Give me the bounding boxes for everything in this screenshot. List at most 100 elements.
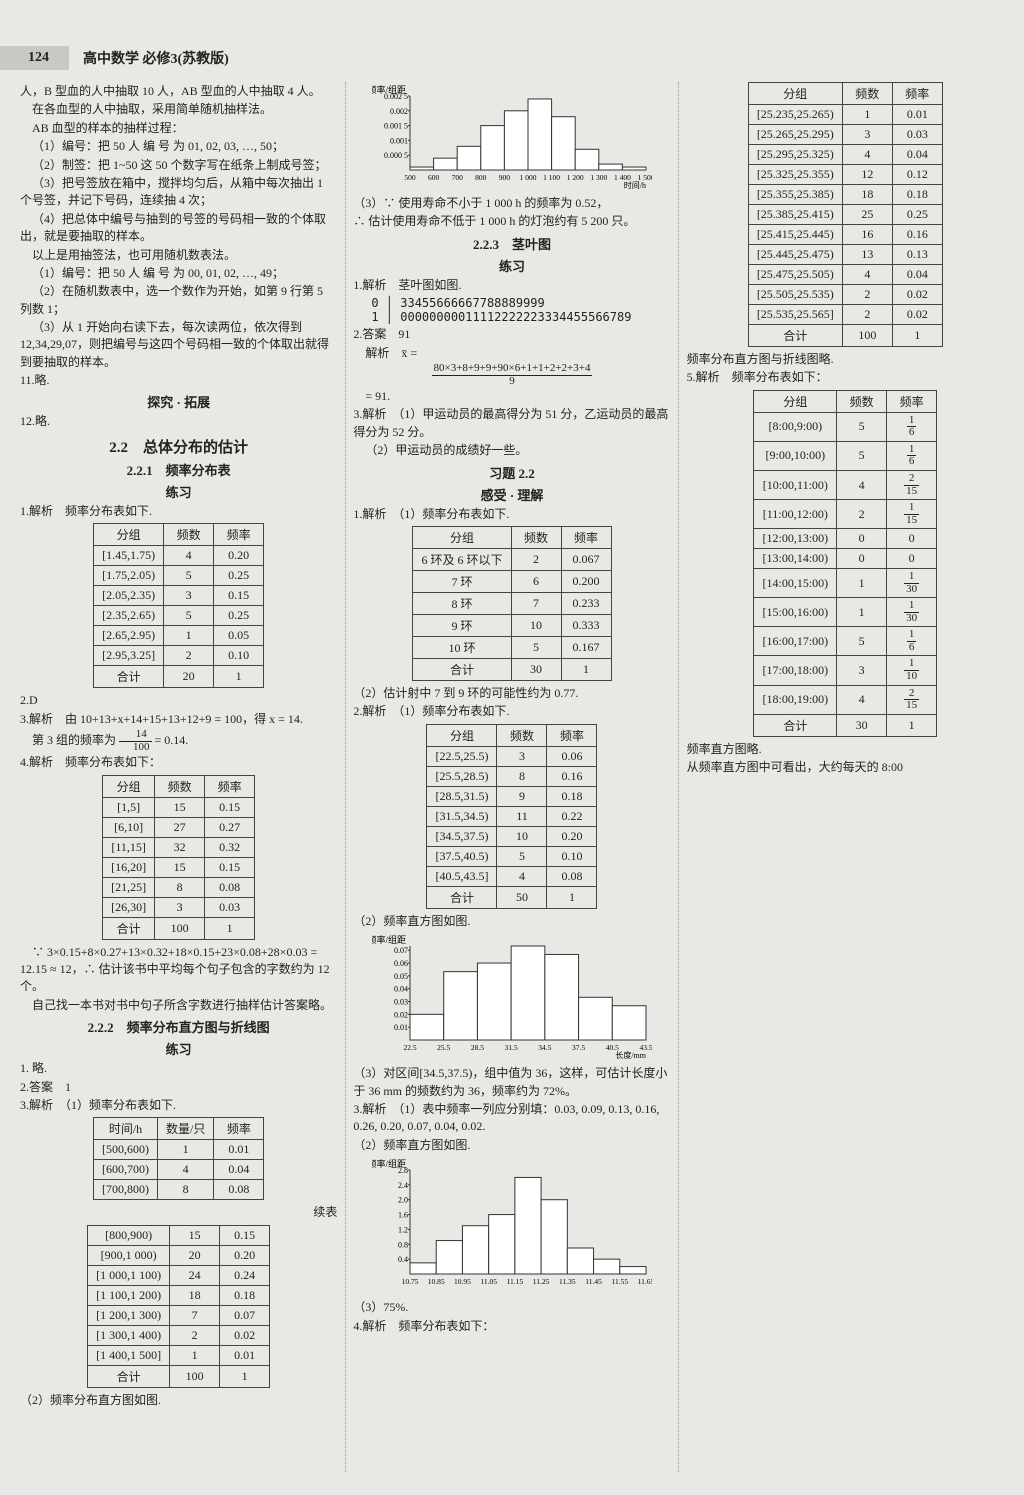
svg-text:0.8: 0.8 <box>398 1240 408 1249</box>
text: 频率直方图略. <box>687 741 1004 758</box>
freq-table-3-cont: [800,900)150.15[900,1 000)200.20[1 000,1… <box>20 1225 337 1388</box>
text: 12.略. <box>20 413 337 430</box>
svg-text:0.04: 0.04 <box>394 985 408 994</box>
question: 1.解析 （1）频率分布表如下. <box>353 506 670 523</box>
svg-text:0.05: 0.05 <box>394 972 408 981</box>
freq-table-1: 分组频数频率[1.45,1.75)40.20[1.75,2.05)50.25[2… <box>20 523 337 688</box>
text: （1）编号：把 50 人 编 号 为 00, 01, 02, …, 49； <box>20 265 337 282</box>
subsection-heading: 2.2.1 频率分布表 <box>20 460 337 479</box>
text: （3）对区间[34.5,37.5)，组中值为 36，这样，可估计长度小于 36 … <box>353 1065 670 1100</box>
svg-text:0.4: 0.4 <box>398 1255 408 1264</box>
section-heading: 2.2 总体分布的估计 <box>20 436 337 457</box>
svg-text:2.4: 2.4 <box>398 1181 408 1190</box>
practice-heading: 练习 <box>353 256 670 275</box>
svg-text:0.01: 0.01 <box>394 1023 408 1032</box>
text: 人，B 型血的人中抽取 10 人，AB 型血的人中抽取 4 人。 <box>20 83 337 100</box>
text: 解析 x̄ = <box>353 345 670 362</box>
freq-table-4: 分组频数频率[25.235,25.265)10.01[25.265,25.295… <box>687 82 1004 347</box>
freq-table-3: 时间/h数量/只频率[500,600)10.01[600,700)40.04[7… <box>20 1117 337 1200</box>
text: 从频率直方图中可看出，大约每天的 8:00 <box>687 759 1004 776</box>
svg-text:0.000 5: 0.000 5 <box>384 151 408 160</box>
page-header: 124 高中数学 必修3(苏教版) <box>28 46 996 70</box>
text: 在各血型的人中抽取，采用简单随机抽样法。 <box>20 101 337 118</box>
svg-text:0.001 5: 0.001 5 <box>384 122 408 131</box>
text: （2）估计射中 7 到 9 环的可能性约为 0.77. <box>353 685 670 702</box>
svg-text:34.5: 34.5 <box>538 1043 551 1052</box>
svg-text:1 000: 1 000 <box>520 173 537 182</box>
text: （1）编号：把 50 人 编 号 为 01, 02, 03, …, 50； <box>20 138 337 155</box>
text: ∴ 估计使用寿命不低于 1 000 h 的灯泡约有 5 200 只。 <box>353 213 670 230</box>
question: 3.解析 由 10+13+x+14+15+13+12+9 = 100，得 x =… <box>20 711 337 728</box>
svg-text:1.6: 1.6 <box>398 1211 408 1220</box>
svg-text:900: 900 <box>499 173 511 182</box>
svg-text:11.05: 11.05 <box>480 1277 497 1286</box>
question: 1.解析 频率分布表如下. <box>20 503 337 520</box>
fraction: 80×3+8+9+9+90×6+1+1+2+2+3+49 <box>353 363 670 387</box>
practice-heading: 练习 <box>20 482 337 501</box>
text: AB 血型的样本的抽样过程： <box>20 120 337 137</box>
text: （2）甲运动员的成绩好一些。 <box>353 442 670 459</box>
svg-text:0.03: 0.03 <box>394 998 408 1007</box>
question: 3.解析 （1）表中频率一列应分别填：0.03, 0.09, 0.13, 0.1… <box>353 1101 670 1136</box>
text: 自己找一本书对书中句子所含字数进行抽样估计答案略。 <box>20 997 337 1014</box>
svg-text:0.002 5: 0.002 5 <box>384 92 408 101</box>
content-columns: 人，B 型血的人中抽取 10 人，AB 型血的人中抽取 4 人。 在各血型的人中… <box>20 82 1004 1472</box>
svg-text:1 100: 1 100 <box>543 173 560 182</box>
text: （4）把总体中编号与抽到的号签的号码相一致的个体取出，就是要抽取的样本。 <box>20 211 337 246</box>
heading-explore: 探究 · 拓展 <box>20 392 337 411</box>
question: 2.答案 1 <box>20 1079 337 1096</box>
svg-text:10.95: 10.95 <box>454 1277 471 1286</box>
page-number: 124 <box>0 46 69 70</box>
svg-text:1 200: 1 200 <box>567 173 584 182</box>
table-continued: 续表 <box>20 1204 337 1221</box>
text: 频率分布直方图与折线图略. <box>687 351 1004 368</box>
page-title: 高中数学 必修3(苏教版) <box>83 48 229 68</box>
svg-text:10.85: 10.85 <box>428 1277 445 1286</box>
svg-text:0.06: 0.06 <box>394 959 408 968</box>
subsection-heading: 2.2.2 频率分布直方图与折线图 <box>20 1017 337 1036</box>
question: 3.解析 （1）甲运动员的最高得分为 51 分，乙运动员的最高得分为 52 分。 <box>353 406 670 441</box>
svg-text:11.15: 11.15 <box>507 1277 524 1286</box>
question: 4.解析 频率分布表如下： <box>353 1318 670 1335</box>
subheading: 感受 · 理解 <box>353 485 670 504</box>
svg-text:1.2: 1.2 <box>398 1226 408 1235</box>
svg-text:11.45: 11.45 <box>585 1277 602 1286</box>
text: （2）在随机数表中，选一个数作为开始，如第 9 行第 5 列数 1； <box>20 283 337 318</box>
svg-text:800: 800 <box>475 173 487 182</box>
question: 3.解析 （1）频率分布表如下. <box>20 1097 337 1114</box>
svg-text:700: 700 <box>452 173 464 182</box>
svg-text:22.5: 22.5 <box>403 1043 416 1052</box>
svg-text:时间/h: 时间/h <box>624 180 646 190</box>
question: 1.解析 茎叶图如图. <box>353 277 670 294</box>
histogram-chart-1: 频率/组距0.000 50.0010.001 50.0020.002 55006… <box>353 82 670 192</box>
question: 2.D <box>20 692 337 709</box>
svg-text:31.5: 31.5 <box>505 1043 518 1052</box>
svg-text:11.55: 11.55 <box>611 1277 628 1286</box>
svg-text:11.25: 11.25 <box>533 1277 550 1286</box>
freq-table-ring: 分组频数频率6 环及 6 环以下20.0677 环60.2008 环70.233… <box>353 526 670 681</box>
svg-text:2.0: 2.0 <box>398 1196 408 1205</box>
exercise-heading: 习题 2.2 <box>353 463 670 482</box>
practice-heading: 练习 <box>20 1039 337 1058</box>
svg-text:11.65: 11.65 <box>638 1277 652 1286</box>
svg-text:37.5: 37.5 <box>572 1043 585 1052</box>
svg-text:频率/组距: 频率/组距 <box>372 934 406 945</box>
text: （3）∵ 使用寿命不小于 1 000 h 的频率为 0.52， <box>353 195 670 212</box>
svg-text:600: 600 <box>428 173 440 182</box>
histogram-chart-3: 频率/组距0.40.81.21.62.02.42.810.7510.8510.9… <box>353 1156 670 1296</box>
text: 第 3 组的频率为 14100 = 0.14. <box>20 729 337 753</box>
text: 11.略. <box>20 372 337 389</box>
svg-text:0.002: 0.002 <box>390 107 408 116</box>
svg-text:0.001: 0.001 <box>390 136 408 145</box>
question: 5.解析 频率分布表如下： <box>687 369 1004 386</box>
svg-text:10.75: 10.75 <box>402 1277 419 1286</box>
freq-table-5: 分组频数频率[8:00,9:00)516[9:00,10:00)516[10:0… <box>687 390 1004 737</box>
svg-text:2.8: 2.8 <box>398 1166 408 1175</box>
text: （2）制签：把 1~50 这 50 个数字写在纸条上制成号签； <box>20 157 337 174</box>
text: ∵ 3×0.15+8×0.27+13×0.32+18×0.15+23×0.08+… <box>20 944 337 996</box>
freq-table-225: 分组频数频率[22.5,25.5)30.06[25.5,28.5)80.16[2… <box>353 724 670 909</box>
histogram-chart-2: 频率/组距0.010.020.030.040.050.060.0722.525.… <box>353 932 670 1062</box>
svg-text:长度/mm: 长度/mm <box>615 1050 646 1060</box>
svg-text:500: 500 <box>404 173 416 182</box>
question: 2.答案 91 <box>353 326 670 343</box>
